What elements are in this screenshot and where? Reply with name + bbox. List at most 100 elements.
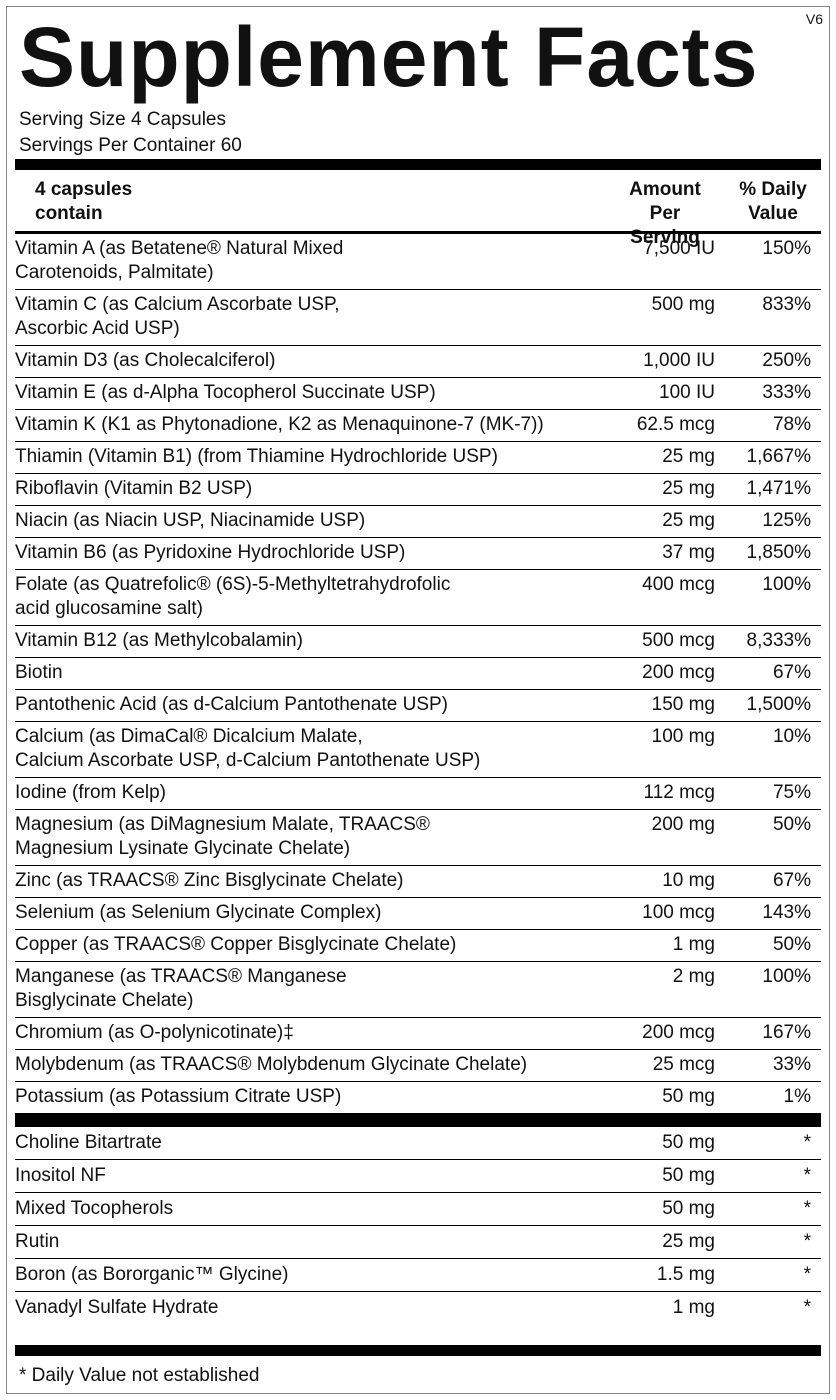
ingredient-name: Pantothenic Acid (as d-Calcium Pantothen… xyxy=(15,694,449,715)
daily-value: 75% xyxy=(772,782,811,803)
ingredient-row: Vitamin E (as d-Alpha Tocopherol Succina… xyxy=(15,378,821,410)
daily-value: 150% xyxy=(762,238,811,259)
column-label: % Daily Value xyxy=(739,179,807,224)
ingredient-row: Niacin (as Niacin USP, Niacinamide USP) 2… xyxy=(15,506,821,538)
ingredient-name: Vitamin B6 (as Pyridoxine Hydrochloride … xyxy=(15,542,406,563)
divider xyxy=(15,159,821,170)
daily-value: 1,850% xyxy=(746,542,811,563)
ingredient-row: Vitamin B6 (as Pyridoxine Hydrochloride … xyxy=(15,538,821,570)
daily-value: * xyxy=(803,1264,811,1285)
ingredient-name: Chromium (as O-polynicotinate)‡ xyxy=(15,1022,294,1043)
daily-value: 8,333% xyxy=(746,630,811,651)
amount: 200 mg xyxy=(651,814,715,835)
ingredient-name: Choline Bitartrate xyxy=(15,1132,162,1153)
amount: 200 mcg xyxy=(642,662,715,683)
amount: 2 mg xyxy=(672,966,715,987)
ingredient-row: Vanadyl Sulfate Hydrate 1 mg * xyxy=(15,1292,821,1324)
daily-value: 100% xyxy=(762,966,811,987)
ingredient-row: Riboflavin (Vitamin B2 USP) 25 mg 1,471% xyxy=(15,474,821,506)
daily-value: * xyxy=(803,1297,811,1318)
daily-value: * xyxy=(803,1198,811,1219)
supplement-label: Supplement Facts V6 Serving Size 4 Capsu… xyxy=(6,6,830,1394)
ingredient-name: Vitamin E (as d-Alpha Tocopherol Succina… xyxy=(15,382,436,403)
daily-value: 833% xyxy=(762,294,811,315)
ingredient-row: Folate (as Quatrefolic® (6S)-5-Methyltet… xyxy=(15,570,821,626)
ingredient-name: Manganese (as TRAACS® Manganese Bisglyci… xyxy=(15,966,347,1011)
daily-value: 250% xyxy=(762,350,811,371)
ingredient-row: Potassium (as Potassium Citrate USP) 50 m… xyxy=(15,1082,821,1114)
daily-value: 78% xyxy=(772,414,811,435)
ingredient-row: Boron (as Bororganic™ Glycine) 1.5 mg * xyxy=(15,1259,821,1292)
amount: 10 mg xyxy=(662,870,715,891)
ingredient-row: Choline Bitartrate 50 mg * xyxy=(15,1127,821,1160)
serving-size: Serving Size 4 Capsules xyxy=(19,109,226,130)
ingredient-row: Vitamin B12 (as Methylcobalamin) 500 mcg 8… xyxy=(15,626,821,658)
amount: 200 mcg xyxy=(642,1022,715,1043)
daily-value: 50% xyxy=(772,814,811,835)
daily-value: 67% xyxy=(772,870,811,891)
ingredient-name: Mixed Tocopherols xyxy=(15,1198,174,1219)
amount: 150 mg xyxy=(651,694,715,715)
ingredient-row: Calcium (as DimaCal® Dicalcium Malate, C… xyxy=(15,722,821,778)
ingredient-name: Vitamin C (as Calcium Ascorbate USP, Asc… xyxy=(15,294,340,339)
ingredient-row: Vitamin C (as Calcium Ascorbate USP, Asc… xyxy=(15,290,821,346)
ingredient-name: Potassium (as Potassium Citrate USP) xyxy=(15,1086,342,1107)
ingredient-row: Zinc (as TRAACS® Zinc Bisglycinate Chela… xyxy=(15,866,821,898)
serving-info: Serving Size 4 Capsules Servings Per Con… xyxy=(19,107,242,159)
ingredient-row: Iodine (from Kelp) 112 mcg 75% xyxy=(15,778,821,810)
ingredient-row: Vitamin A (as Betatene® Natural Mixed Ca… xyxy=(15,234,821,290)
amount: 25 mg xyxy=(662,510,715,531)
daily-value: 1,667% xyxy=(746,446,811,467)
amount: 1.5 mg xyxy=(656,1264,715,1285)
daily-value: 125% xyxy=(762,510,811,531)
version: V6 xyxy=(805,11,823,27)
ingredient-name: Vanadyl Sulfate Hydrate xyxy=(15,1297,219,1318)
ingredient-row: Chromium (as O-polynicotinate)‡ 200 mcg 16… xyxy=(15,1018,821,1050)
daily-value: 333% xyxy=(762,382,811,403)
divider xyxy=(15,1114,821,1127)
ingredient-name: Vitamin B12 (as Methylcobalamin) xyxy=(15,630,303,651)
amount: 7,500 IU xyxy=(643,238,715,259)
ingredient-name: Selenium (as Selenium Glycinate Complex) xyxy=(15,902,382,923)
ingredient-name: Niacin (as Niacin USP, Niacinamide USP) xyxy=(15,510,366,531)
amount: 37 mg xyxy=(662,542,715,563)
ingredient-name: Vitamin K (K1 as Phytonadione, K2 as Men… xyxy=(15,414,544,435)
ingredient-name: Vitamin A (as Betatene® Natural Mixed Ca… xyxy=(15,238,344,283)
ingredient-name: Iodine (from Kelp) xyxy=(15,782,167,803)
amount: 25 mg xyxy=(662,1231,715,1252)
nutrient-rows: Vitamin A (as Betatene® Natural Mixed Ca… xyxy=(15,234,821,1114)
daily-value: * xyxy=(803,1165,811,1186)
amount: 400 mcg xyxy=(642,574,715,595)
amount: 1 mg xyxy=(672,1297,715,1318)
ingredient-row: Copper (as TRAACS® Copper Bisglycinate C… xyxy=(15,930,821,962)
ingredient-name: Vitamin D3 (as Cholecalciferol) xyxy=(15,350,276,371)
daily-value: 167% xyxy=(762,1022,811,1043)
ingredient-name: Thiamin (Vitamin B1) (from Thiamine Hydr… xyxy=(15,446,498,467)
ingredient-row: Vitamin K (K1 as Phytonadione, K2 as Men… xyxy=(15,410,821,442)
divider xyxy=(15,1345,821,1356)
ingredient-row: Molybdenum (as TRAACS® Molybdenum Glycin… xyxy=(15,1050,821,1082)
amount: 1,000 IU xyxy=(643,350,715,371)
amount: 62.5 mcg xyxy=(636,414,715,435)
ingredient-name: Zinc (as TRAACS® Zinc Bisglycinate Chela… xyxy=(15,870,404,891)
ingredient-name: Rutin xyxy=(15,1231,60,1252)
title: Supplement Facts xyxy=(19,10,759,104)
ingredient-row: Magnesium (as DiMagnesium Malate, TRAACS… xyxy=(15,810,821,866)
other-rows: Choline Bitartrate 50 mg * Inositol NF 50 mg… xyxy=(15,1127,821,1324)
daily-value: 1,471% xyxy=(746,478,811,499)
divider xyxy=(15,231,821,234)
ingredient-name: Copper (as TRAACS® Copper Bisglycinate C… xyxy=(15,934,457,955)
ingredient-row: Manganese (as TRAACS® Manganese Bisglyci… xyxy=(15,962,821,1018)
ingredient-row: Biotin 200 mcg 67% xyxy=(15,658,821,690)
ingredient-row: Rutin 25 mg * xyxy=(15,1226,821,1259)
amount: 100 mg xyxy=(651,726,715,747)
ingredient-name: Riboflavin (Vitamin B2 USP) xyxy=(15,478,253,499)
ingredient-name: Calcium (as DimaCal® Dicalcium Malate, C… xyxy=(15,726,481,771)
daily-value: 33% xyxy=(772,1054,811,1075)
ingredient-row: Vitamin D3 (as Cholecalciferol) 1,000 IU 2… xyxy=(15,346,821,378)
daily-value: * xyxy=(803,1132,811,1153)
ingredient-name: Folate (as Quatrefolic® (6S)-5-Methyltet… xyxy=(15,574,451,619)
daily-value: 100% xyxy=(762,574,811,595)
amount: 25 mcg xyxy=(652,1054,715,1075)
amount: 25 mg xyxy=(662,478,715,499)
